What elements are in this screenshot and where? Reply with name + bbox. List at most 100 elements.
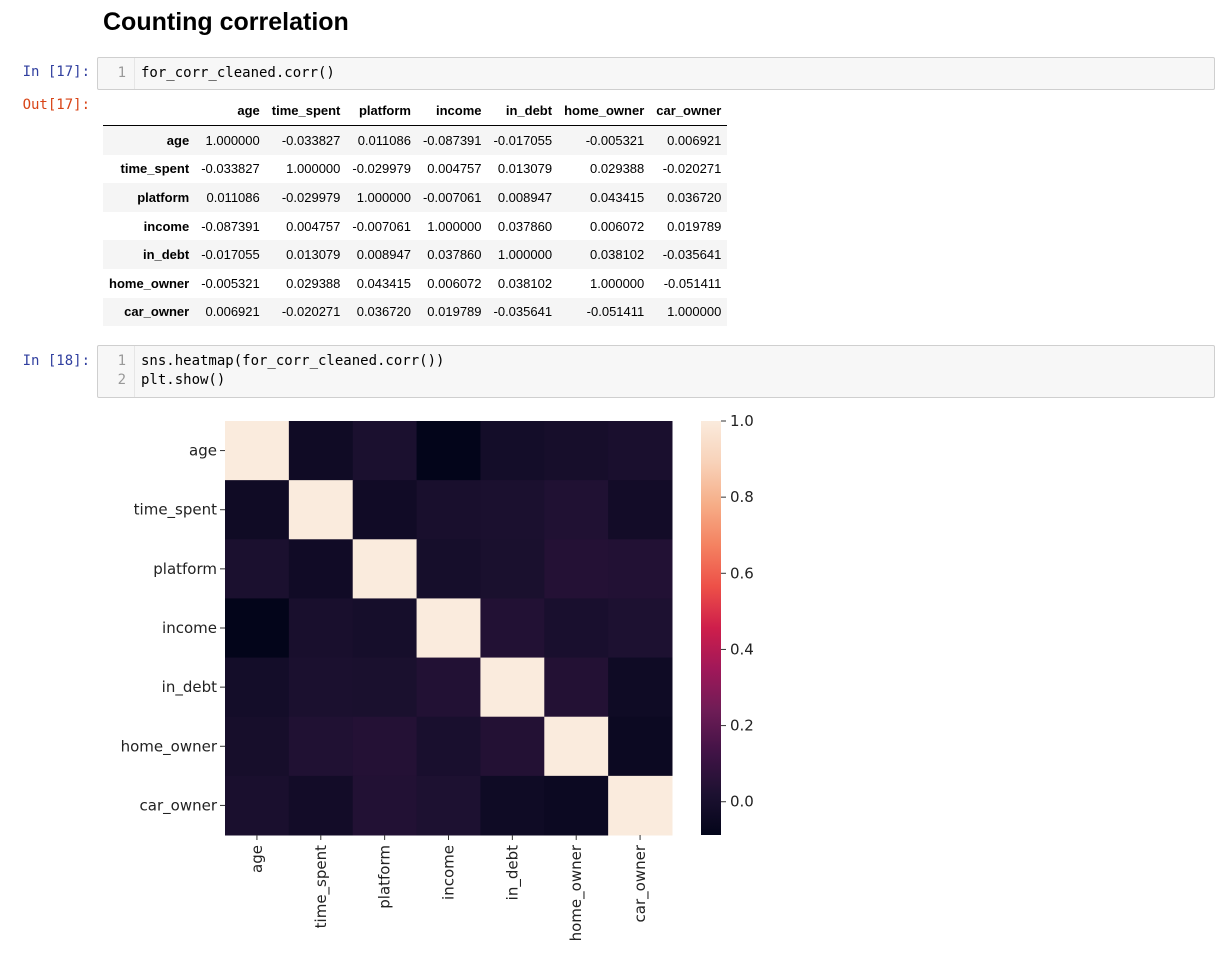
- heatmap-cell-time_spent-time_spent: [288, 480, 354, 540]
- heatmap-cell-in_debt-time_spent: [288, 657, 354, 718]
- table-cell: 0.011086: [357, 132, 411, 148]
- heatmap-cell-income-age: [225, 598, 290, 659]
- row-label: home_owner: [109, 275, 190, 291]
- table-cell: -0.017055: [493, 132, 553, 148]
- table-cell: 0.043415: [590, 189, 645, 205]
- heatmap-cell-time_spent-platform: [352, 480, 418, 540]
- row-label: in_debt: [142, 247, 190, 263]
- heatmap-cell-in_debt-platform: [352, 657, 418, 718]
- table-cell: 0.036720: [356, 304, 411, 320]
- table-cell: -0.033827: [201, 161, 260, 177]
- heatmap-cell-in_debt-in_debt: [480, 657, 545, 718]
- heatmap-cell-time_spent-age: [225, 480, 290, 540]
- colorbar: [701, 421, 721, 835]
- heatmap-cell-age-platform: [352, 421, 418, 481]
- heatmap-cell-home_owner-income: [416, 716, 481, 777]
- output-prompt-17: Out[17]:: [22, 97, 90, 113]
- heatmap-cell-car_owner-car_owner: [608, 775, 673, 836]
- x-tick-label: income: [440, 845, 458, 900]
- heatmap-cell-income-income: [416, 598, 481, 659]
- table-cell: -0.007061: [352, 218, 411, 234]
- heatmap-cell-income-home_owner: [544, 598, 609, 659]
- code-line[interactable]: 1 sns.heatmap(for_corr_cleaned.corr()): [98, 352, 1214, 371]
- x-tick-label: in_debt: [503, 845, 522, 900]
- table-cell: -0.007061: [422, 189, 482, 205]
- input-prompt-18: In [18]:: [22, 353, 90, 369]
- colorbar-tick-label: 0.2: [730, 717, 754, 735]
- table-cell: -0.087391: [201, 218, 260, 234]
- y-tick-label: in_debt: [162, 678, 217, 697]
- correlation-heatmap: age time_spent platform income in_debt home_o…: [121, 412, 754, 941]
- row-label: time_spent: [120, 161, 190, 177]
- y-tick-label: platform: [153, 560, 217, 578]
- table-cell: 0.029388: [286, 275, 341, 291]
- table-cell: 0.029388: [590, 161, 645, 177]
- column-header: income: [416, 95, 488, 126]
- y-tick-label: time_spent: [134, 501, 217, 520]
- heatmap-cell-car_owner-home_owner: [544, 775, 609, 836]
- heatmap-cell-platform-time_spent: [288, 539, 354, 599]
- heatmap-cell-age-income: [416, 421, 481, 481]
- colorbar-tick-label: 0.0: [730, 793, 754, 811]
- table-row: car_owner 0.006921 -0.020271 0.036720 0.…: [103, 297, 728, 327]
- table-row: in_debt -0.017055 0.013079 0.008947 0.03…: [103, 240, 728, 269]
- heatmap-cell-car_owner-in_debt: [480, 775, 545, 836]
- heatmap-cell-car_owner-income: [416, 775, 481, 836]
- heatmap-cell-time_spent-home_owner: [544, 480, 609, 540]
- table-cell: 0.037860: [497, 218, 553, 234]
- heatmap-cell-platform-income: [416, 539, 481, 599]
- heatmap-cell-age-age: [225, 421, 290, 481]
- table-cell: 0.004757: [427, 161, 482, 177]
- table-cell: -0.005321: [585, 132, 645, 148]
- table-cell: -0.020271: [662, 161, 722, 177]
- line-number-gutter: [98, 346, 135, 397]
- table-row: time_spent -0.033827 1.000000 -0.029979 …: [103, 155, 727, 184]
- table-cell: -0.035641: [662, 247, 722, 263]
- table-cell: 0.006072: [590, 218, 645, 234]
- correlation-dataframe: age time_spent platform income in_debt h…: [103, 95, 728, 327]
- table-cell: -0.029979: [352, 161, 411, 177]
- colorbar-tick-label: 0.4: [730, 640, 754, 658]
- y-tick-label: age: [189, 442, 217, 460]
- row-label: car_owner: [124, 304, 190, 320]
- code-line[interactable]: 1 for_corr_cleaned.corr(): [98, 64, 1214, 83]
- heatmap-cell-home_owner-age: [225, 716, 290, 777]
- table-cell: 0.036720: [667, 189, 722, 205]
- heatmap-cell-time_spent-car_owner: [608, 480, 673, 540]
- heatmap-cell-home_owner-car_owner: [608, 716, 673, 777]
- heatmap-cell-income-platform: [352, 598, 418, 659]
- colorbar-tick-label: 0.8: [730, 488, 754, 506]
- heatmap-cell-home_owner-home_owner: [544, 716, 609, 777]
- table-cell: -0.051411: [663, 275, 722, 291]
- table-cell: -0.005321: [201, 275, 260, 291]
- table-cell: -0.020271: [281, 304, 341, 320]
- table-cell: -0.035641: [493, 304, 553, 320]
- code-cell-18[interactable]: 1 sns.heatmap(for_corr_cleaned.corr()) 2…: [97, 345, 1215, 398]
- code-text[interactable]: sns.heatmap(for_corr_cleaned.corr()): [141, 353, 445, 369]
- table-cell: 0.043415: [356, 275, 411, 291]
- column-header: in_debt: [487, 95, 559, 126]
- table-cell: 0.013079: [497, 161, 553, 177]
- table-cell: 0.006921: [205, 304, 260, 320]
- table-row: platform 0.011086 -0.029979 1.000000 -0.…: [103, 183, 728, 212]
- table-cell: 1.000000: [427, 218, 482, 234]
- code-cell-17[interactable]: 1 for_corr_cleaned.corr(): [97, 57, 1215, 90]
- code-text[interactable]: for_corr_cleaned.corr(): [141, 65, 335, 81]
- heatmap-cell-age-car_owner: [608, 421, 673, 481]
- line-number: 1: [117, 353, 126, 369]
- table-cell: -0.051411: [586, 304, 645, 320]
- code-text[interactable]: plt.show(): [141, 372, 226, 388]
- table-cell: 0.038102: [590, 247, 645, 263]
- line-number-gutter: [98, 58, 135, 89]
- section-heading: Counting correlation: [103, 8, 349, 36]
- y-tick-label: home_owner: [121, 737, 218, 756]
- table-cell: 0.008947: [356, 247, 411, 263]
- table-cell: 0.008947: [497, 189, 553, 205]
- heatmap-cell-time_spent-income: [416, 480, 481, 540]
- heatmap-cell-car_owner-platform: [352, 775, 418, 836]
- code-line[interactable]: 2 plt.show(): [98, 371, 1214, 390]
- table-cell: 0.006072: [427, 275, 482, 291]
- heatmap-cell-age-home_owner: [544, 421, 609, 481]
- table-cell: 0.038102: [497, 275, 553, 291]
- table-cell: -0.087391: [422, 132, 482, 148]
